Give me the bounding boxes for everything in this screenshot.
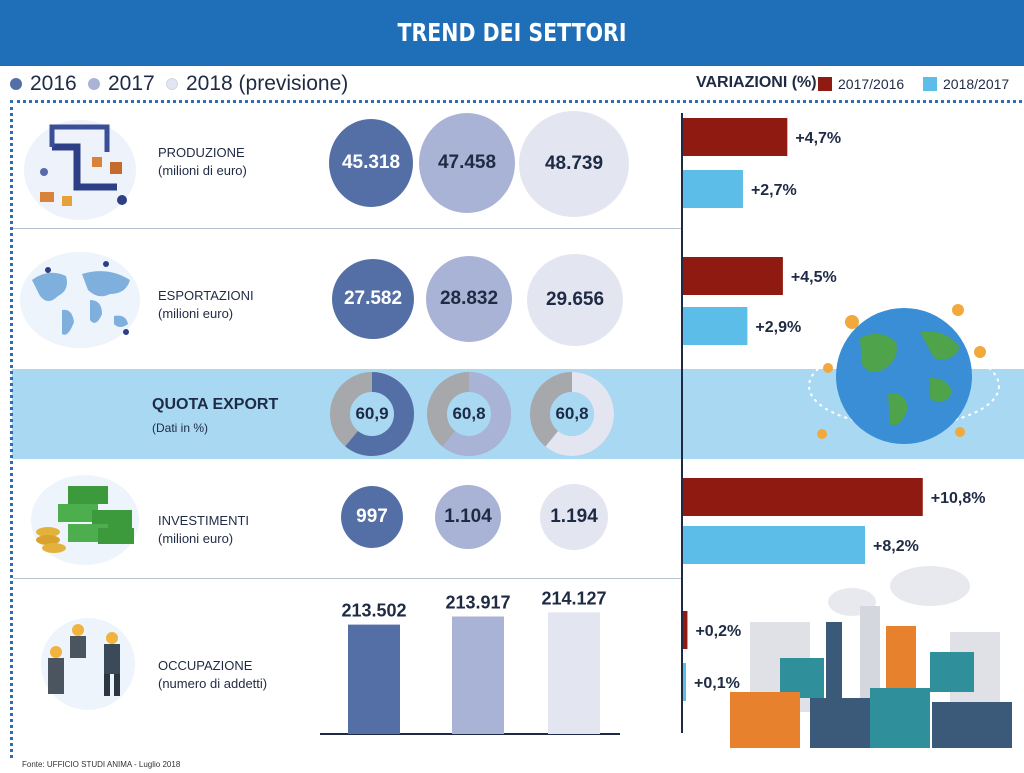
variation-value-label: +10,8%	[931, 490, 986, 507]
variation-value-label: +0,1%	[694, 675, 740, 692]
quota-2018-label: 60,8	[555, 404, 589, 423]
variation-bar-produzione-2017-2016	[683, 118, 788, 156]
produzione-2016-bubble: 45.318	[329, 119, 413, 207]
legend-var-label-1: 2017/2016	[838, 76, 905, 92]
quota-2016-donut	[330, 372, 414, 456]
legend-2018: 2018 (previsione)	[166, 70, 348, 98]
variations-bar-chart: +4,7% +4,5% +10,8% +0,2% +2,7% +2,9% +8,2% +0,1…	[683, 118, 986, 701]
variation-bar-esportazioni-2018-2017	[683, 307, 748, 345]
variation-bar-occupazione-2018-2017	[683, 663, 686, 701]
occupazione-value-label: 213.917	[445, 592, 510, 612]
row-esportazioni-label: ESPORTAZIONI (milioni euro)	[158, 287, 254, 323]
legend-row: 2016 2017 2018 (previsione) VARIAZIONI (…	[0, 70, 1024, 98]
variation-bar-investimenti-2018-2017	[683, 526, 866, 564]
factory-skyline-icon	[730, 566, 1012, 748]
row-divider	[13, 578, 682, 579]
legend-label-2018: 2018 (previsione)	[186, 72, 349, 95]
quota-2018-arc	[530, 372, 614, 456]
occupazione-value-label: 213.502	[341, 601, 406, 621]
variation-bar-investimenti-2017-2016	[683, 478, 923, 516]
esportazioni-2018-bubble: 29.656	[527, 254, 623, 346]
workers-icon	[41, 618, 135, 710]
investimenti-title: INVESTIMENTI	[158, 513, 250, 528]
source-note: Fonte: UFFICIO STUDI ANIMA - Luglio 2018	[22, 760, 181, 769]
quota-2017-arc	[427, 372, 511, 456]
legend-dot-2017	[88, 78, 100, 90]
globe-coins-icon	[808, 304, 1000, 444]
variation-value-label: +4,7%	[795, 130, 841, 147]
legend-var-label-2: 2018/2017	[943, 76, 1010, 92]
occupazione-bar-2018	[548, 612, 600, 734]
legend-swatch-2018-2017	[923, 77, 937, 91]
world-map-icon	[20, 252, 140, 348]
money-stacks-icon	[31, 475, 139, 565]
variation-value-label: +2,7%	[751, 182, 797, 199]
investimenti-2017-bubble: 1.104	[435, 485, 501, 549]
investimenti-unit: (milioni euro)	[158, 531, 234, 546]
row-investimenti-label: INVESTIMENTI (milioni euro)	[158, 512, 249, 548]
row-divider	[13, 228, 682, 229]
esportazioni-unit: (milioni euro)	[158, 306, 234, 321]
esportazioni-2016-bubble: 27.582	[332, 259, 414, 339]
variation-bar-produzione-2018-2017	[683, 170, 743, 208]
produzione-2017-bubble: 47.458	[419, 113, 515, 213]
quota-unit: (Dati in %)	[152, 421, 209, 435]
legend-2017: 2017	[88, 70, 155, 98]
occupazione-value-label: 214.127	[541, 588, 606, 608]
variation-value-label: +4,5%	[791, 269, 837, 286]
quota-2016-label: 60,9	[355, 404, 389, 423]
quota-2016-arc	[330, 372, 414, 456]
variations-title: VARIAZIONI (%)	[696, 74, 817, 91]
produzione-2018-bubble: 48.739	[519, 111, 629, 217]
page-title: TREND DEI SETTORI	[397, 18, 627, 47]
legend-var-1: 2017/2016	[818, 76, 904, 92]
quota-2017-label: 60,8	[452, 404, 486, 423]
quota-title: QUOTA EXPORT	[152, 396, 279, 413]
investimenti-2016-bubble: 997	[341, 486, 403, 548]
row-occupazione-label: OCCUPAZIONE (numero di addetti)	[158, 657, 267, 693]
quota-2017-donut	[427, 372, 511, 456]
legend-swatch-2017-2016	[818, 77, 832, 91]
header-banner: TREND DEI SETTORI	[0, 0, 1024, 66]
quota-2018-donut	[530, 372, 614, 456]
legend-var-2: 2018/2017	[923, 76, 1009, 92]
content-frame	[10, 100, 1022, 758]
variation-bar-occupazione-2017-2016	[683, 611, 688, 649]
row-produzione-label: PRODUZIONE (milioni di euro)	[158, 144, 247, 180]
occupazione-bar-2017	[452, 616, 504, 734]
variation-value-label: +2,9%	[755, 319, 801, 336]
variation-value-label: +8,2%	[873, 538, 919, 555]
variation-value-label: +0,2%	[695, 623, 741, 640]
occupazione-bar-2016	[348, 624, 400, 734]
produzione-title: PRODUZIONE	[158, 145, 245, 160]
investimenti-2018-bubble: 1.194	[540, 484, 608, 550]
legend-label-2017: 2017	[108, 72, 155, 95]
legend-dot-2016	[10, 78, 22, 90]
esportazioni-2017-bubble: 28.832	[426, 256, 512, 342]
legend-label-2016: 2016	[30, 72, 77, 95]
variation-bar-esportazioni-2017-2016	[683, 257, 783, 295]
legend-dot-2018	[166, 78, 178, 90]
occupazione-unit: (numero di addetti)	[158, 676, 268, 691]
occupazione-title: OCCUPAZIONE	[158, 658, 253, 673]
legend-2016: 2016	[10, 70, 77, 98]
esportazioni-title: ESPORTAZIONI	[158, 288, 254, 303]
produzione-unit: (milioni di euro)	[158, 163, 247, 178]
occupazione-bar-chart: 213.502 213.917 214.127	[320, 588, 620, 735]
factory-conveyor-icon	[24, 120, 136, 220]
variations-axis	[681, 113, 683, 733]
